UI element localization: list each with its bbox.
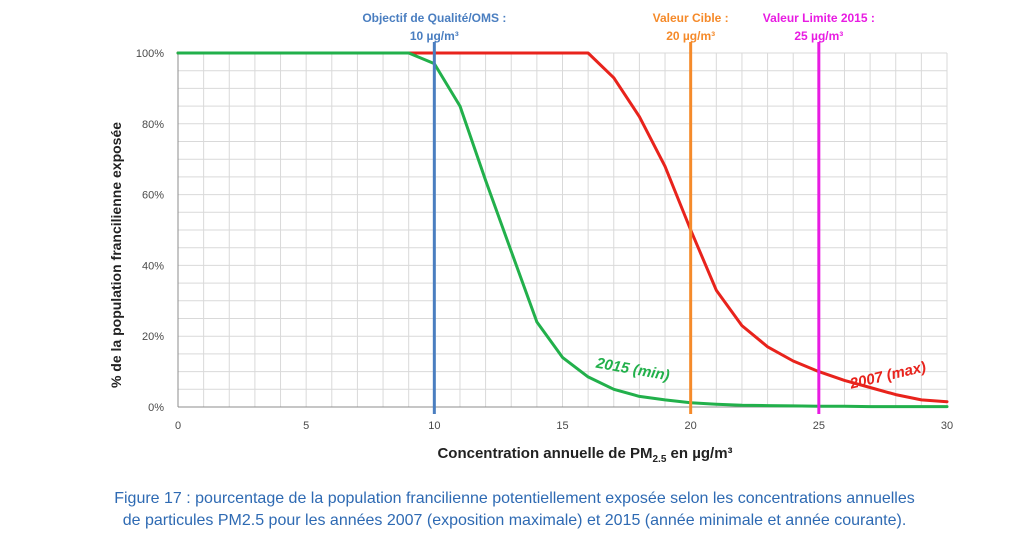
series-label: 2015 (min) — [594, 355, 671, 385]
tick-labels: 0% 20% 40% 60% 80% 100% 0 5 10 15 20 25 30 — [136, 48, 953, 432]
x-tick-label: 20 — [685, 420, 697, 432]
grid-lines — [177, 52, 948, 408]
reference-label-title: Valeur Cible : — [653, 11, 729, 25]
x-axis-title-main: Concentration annuelle de PM — [437, 445, 652, 462]
y-tick-label: 60% — [142, 190, 164, 202]
reference-label-title: Objectif de Qualité/OMS : — [362, 11, 506, 25]
x-tick-label: 15 — [556, 420, 568, 432]
caption-line-2: de particules PM2.5 pour les années 2007… — [122, 512, 907, 529]
y-tick-label: 20% — [142, 331, 164, 343]
y-tick-label: 40% — [142, 260, 164, 272]
y-tick-label: 80% — [142, 119, 164, 131]
y-tick-label: 0% — [148, 402, 164, 414]
reference-label-value: 25 µg/m³ — [794, 29, 843, 43]
reference-label-value: 20 µg/m³ — [666, 29, 715, 43]
pm25-exposure-chart: 0% 20% 40% 60% 80% 100% 0 5 10 15 20 25 30 Objectif … — [108, 11, 953, 465]
y-axis-title: % de la population francilienne exposée — [108, 122, 124, 388]
y-tick-label: 100% — [136, 48, 164, 60]
reference-lines: Objectif de Qualité/OMS : 10 µg/m³ Valeur … — [362, 11, 875, 414]
series-labels: 2007 (max) 2015 (min) — [594, 355, 928, 393]
series-label: 2007 (max) — [847, 359, 927, 393]
reference-label-value: 10 µg/m³ — [410, 29, 459, 43]
x-tick-label: 25 — [813, 420, 825, 432]
x-tick-label: 30 — [941, 420, 953, 432]
x-axis-title-subscript: 2.5 — [652, 454, 666, 465]
x-tick-label: 5 — [303, 420, 309, 432]
caption-line-1: Figure 17 : pourcentage de la population… — [114, 490, 915, 507]
figure-caption: Figure 17 : pourcentage de la population… — [0, 488, 1029, 532]
reference-label-title: Valeur Limite 2015 : — [763, 11, 875, 25]
x-axis-title: Concentration annuelle de PM2.5 en µg/m³ — [437, 445, 732, 465]
x-tick-label: 10 — [428, 420, 440, 432]
x-tick-label: 0 — [175, 420, 181, 432]
x-axis-title-suffix: en µg/m³ — [666, 445, 732, 462]
